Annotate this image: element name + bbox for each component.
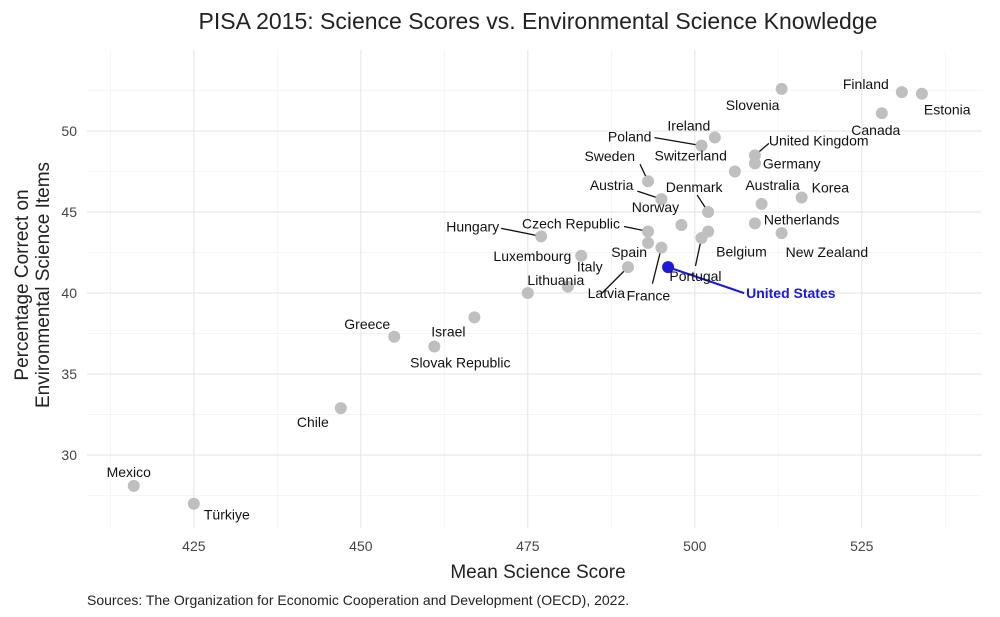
x-tick-label: 450 — [349, 538, 373, 554]
label-belgium: Belgium — [716, 243, 767, 259]
point-greece — [388, 330, 401, 343]
label-estonia: Estonia — [924, 102, 971, 118]
point-latvia — [622, 261, 635, 274]
tick-labels: 425 450 475 500 525 30 35 40 45 50 — [61, 123, 873, 554]
point-norway — [675, 218, 688, 231]
leader-line-united-states — [667, 266, 745, 295]
label-united-states: United States — [746, 285, 836, 301]
chart-title: PISA 2015: Science Scores vs. Environmen… — [199, 8, 878, 34]
label-slovak-republic: Slovak Republic — [410, 355, 510, 371]
point-t-rkiye — [187, 497, 200, 510]
label-t-rkiye: Türkiye — [204, 507, 250, 523]
point-slovenia — [775, 82, 788, 95]
label-switzerland: Switzerland — [654, 148, 726, 164]
grid — [87, 50, 982, 528]
label-italy: Italy — [577, 259, 603, 275]
data-labels: Mexico Türkiye Chile Greece Slovak Republic I… — [107, 76, 971, 523]
label-lithuania: Lithuania — [527, 272, 584, 288]
point-denmark — [702, 206, 715, 219]
x-tick-label: 500 — [683, 538, 707, 554]
label-israel: Israel — [431, 323, 465, 339]
label-hungary: Hungary — [446, 218, 499, 234]
y-tick-label: 40 — [61, 285, 77, 301]
label-ireland: Ireland — [667, 117, 710, 133]
label-austria: Austria — [590, 177, 634, 193]
point-austria — [655, 193, 668, 206]
y-tick-label: 50 — [61, 123, 77, 139]
label-australia: Australia — [745, 177, 800, 193]
point-luxembourg — [575, 249, 588, 262]
point-ireland — [708, 131, 721, 144]
point-france — [655, 241, 668, 254]
x-axis-title: Mean Science Score — [450, 562, 625, 583]
point-poland — [695, 139, 708, 152]
point-czech-republic — [642, 225, 655, 238]
point-finland — [895, 86, 908, 99]
point-australia — [755, 197, 768, 210]
leader-line-hungary — [501, 227, 542, 237]
x-tick-label: 525 — [850, 538, 874, 554]
label-czech-republic: Czech Republic — [522, 215, 620, 231]
label-france: France — [627, 288, 671, 304]
label-united-kingdom: United Kingdom — [769, 132, 869, 148]
data-points — [127, 82, 928, 510]
point-canada — [875, 107, 888, 120]
point-slovak-republic — [428, 340, 441, 353]
point-spain — [642, 236, 655, 249]
point-united-states — [662, 261, 675, 274]
point-korea — [795, 191, 808, 204]
point-netherlands — [748, 217, 761, 230]
label-luxembourg: Luxembourg — [493, 248, 571, 264]
point-switzerland — [728, 165, 741, 178]
label-slovenia: Slovenia — [726, 97, 780, 113]
label-denmark: Denmark — [666, 179, 724, 195]
point-israel — [468, 311, 481, 324]
x-tick-label: 475 — [516, 538, 540, 554]
point-hungary — [535, 230, 548, 243]
label-poland: Poland — [608, 129, 652, 145]
point-mexico — [127, 479, 140, 492]
label-greece: Greece — [344, 316, 390, 332]
point-estonia — [915, 87, 928, 100]
label-canada: Canada — [851, 122, 900, 138]
point-belgium — [702, 225, 715, 238]
label-germany: Germany — [763, 155, 821, 171]
leader-line-latvia — [601, 266, 629, 294]
point-chile — [334, 402, 347, 415]
y-tick-label: 45 — [61, 204, 77, 220]
label-sweden: Sweden — [584, 148, 635, 164]
label-netherlands: Netherlands — [764, 211, 840, 227]
label-korea: Korea — [812, 179, 850, 195]
source-note: Sources: The Organization for Economic C… — [87, 592, 629, 608]
y-tick-label: 30 — [61, 447, 77, 463]
label-latvia: Latvia — [588, 285, 626, 301]
point-germany — [748, 157, 761, 170]
point-new-zealand — [775, 227, 788, 240]
y-tick-label: 35 — [61, 366, 77, 382]
label-spain: Spain — [611, 244, 647, 260]
label-finland: Finland — [843, 76, 889, 92]
point-italy — [561, 280, 574, 293]
label-norway: Norway — [632, 199, 679, 215]
point-lithuania — [521, 287, 534, 300]
label-portugal: Portugal — [669, 268, 721, 284]
leader-line-poland — [654, 136, 702, 147]
point-sweden — [642, 175, 655, 188]
y-axis-title-line-2: Environmental Science Items — [33, 162, 54, 408]
label-chile: Chile — [297, 414, 329, 430]
x-tick-label: 425 — [182, 538, 206, 554]
label-new-zealand: New Zealand — [786, 244, 869, 260]
y-axis-title-line-1: Percentage Correct on — [12, 189, 33, 380]
label-mexico: Mexico — [107, 464, 152, 480]
leader-line-france — [651, 247, 663, 284]
